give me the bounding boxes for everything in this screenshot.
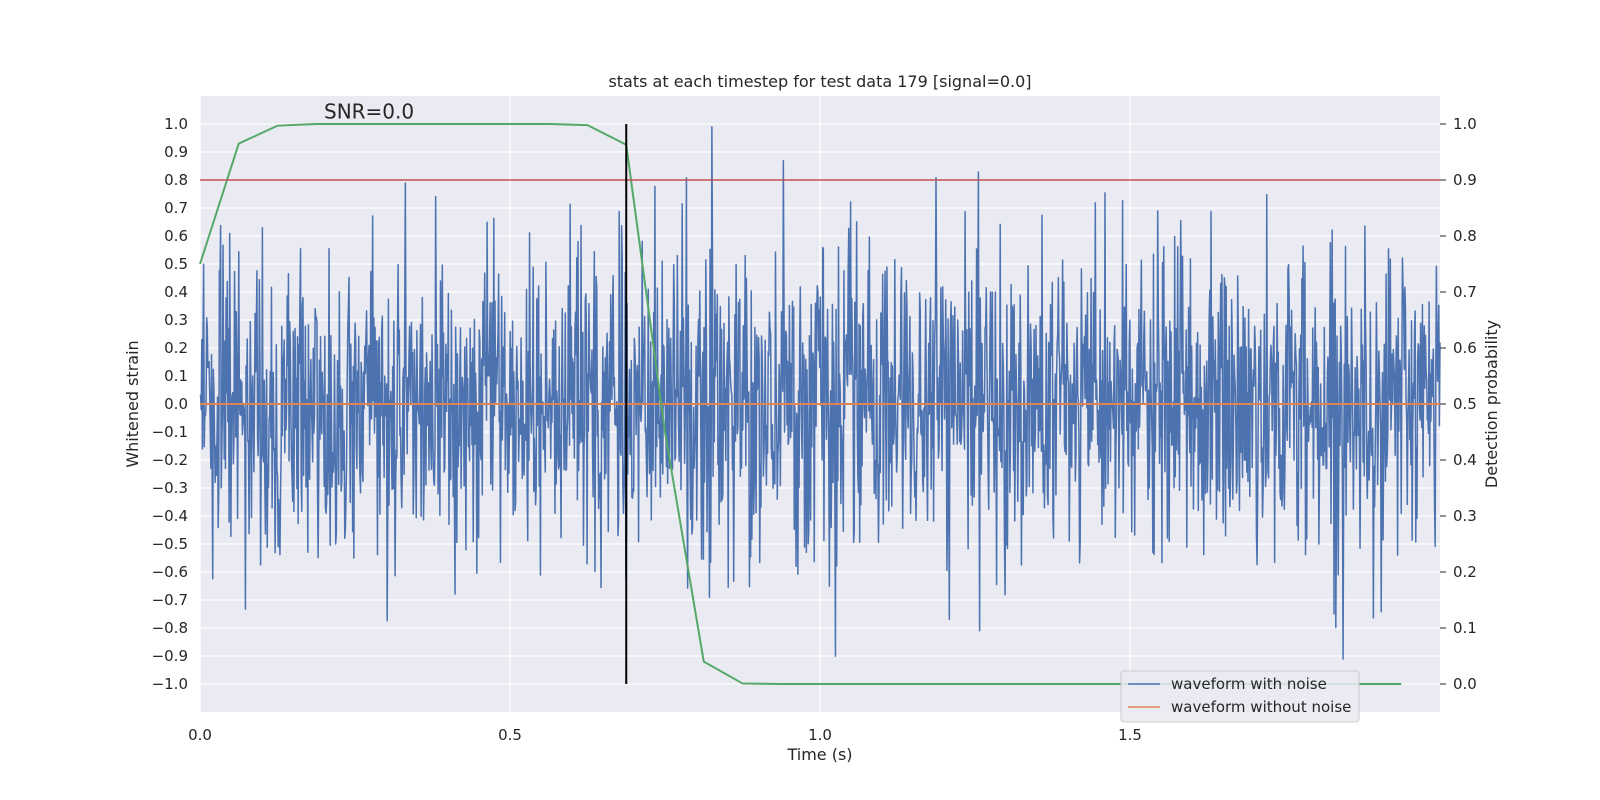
- y-left-tick-label: 0.9: [164, 143, 188, 161]
- y-left-tick-label: 0.3: [164, 311, 188, 329]
- x-tick-label: 0.5: [498, 726, 522, 744]
- y-right-tick-label: 0.6: [1453, 339, 1477, 357]
- x-tick-label: 1.5: [1118, 726, 1142, 744]
- y-left-tick-label: −0.3: [152, 479, 188, 497]
- y-ticks-right: 1.0 0.9 0.8 0.7 0.6 0.5 0.4 0.3 0.2 0.1 0.0: [1440, 115, 1477, 693]
- x-ticks: 0.0 0.5 1.0 1.5: [188, 726, 1142, 744]
- y-left-tick-label: 0.2: [164, 339, 188, 357]
- y-right-tick-label: 0.1: [1453, 619, 1477, 637]
- y-left-tick-label: 0.4: [164, 283, 188, 301]
- x-tick-label: 1.0: [808, 726, 832, 744]
- y-left-tick-label: 1.0: [164, 115, 188, 133]
- y-right-tick-label: 0.2: [1453, 563, 1477, 581]
- snr-annotation: SNR=0.0: [324, 99, 414, 123]
- y-right-tick-label: 0.5: [1453, 395, 1477, 413]
- y-right-tick-label: 0.9: [1453, 171, 1477, 189]
- y-right-tick-label: 1.0: [1453, 115, 1477, 133]
- y-left-tick-label: −0.1: [152, 423, 188, 441]
- x-axis-label: Time (s): [786, 745, 852, 764]
- y-right-tick-label: 0.3: [1453, 507, 1477, 525]
- y-axis-label-left: Whitened strain: [123, 340, 142, 467]
- y-left-tick-label: −1.0: [152, 675, 188, 693]
- y-ticks-left: 1.0 0.9 0.8 0.7 0.6 0.5 0.4 0.3 0.2 0.1 0.0 −0.1 −0.…: [152, 115, 188, 693]
- chart-title: stats at each timestep for test data 179…: [608, 72, 1031, 91]
- y-right-tick-label: 0.7: [1453, 283, 1477, 301]
- y-left-tick-label: −0.4: [152, 507, 188, 525]
- y-left-tick-label: −0.8: [152, 619, 188, 637]
- y-left-tick-label: 0.1: [164, 367, 188, 385]
- y-left-tick-label: 0.7: [164, 199, 188, 217]
- legend-box: [1120, 670, 1360, 723]
- y-left-tick-label: 0.0: [164, 395, 188, 413]
- y-left-tick-label: −0.7: [152, 591, 188, 609]
- y-left-tick-label: 0.6: [164, 227, 188, 245]
- y-left-tick-label: 0.8: [164, 171, 188, 189]
- y-left-tick-label: −0.9: [152, 647, 188, 665]
- legend-label-clean: waveform without noise: [1171, 698, 1351, 716]
- legend-label-noise: waveform with noise: [1171, 675, 1327, 693]
- legend: waveform with noise waveform without noi…: [1120, 670, 1360, 723]
- y-axis-label-right: Detection probability: [1482, 320, 1501, 488]
- y-right-tick-label: 0.0: [1453, 675, 1477, 693]
- y-right-tick-label: 0.4: [1453, 451, 1477, 469]
- y-left-tick-label: −0.6: [152, 563, 188, 581]
- y-right-tick-label: 0.8: [1453, 227, 1477, 245]
- series-waveform-with-noise: [199, 126, 1441, 660]
- y-left-tick-label: 0.5: [164, 255, 188, 273]
- y-left-tick-label: −0.2: [152, 451, 188, 469]
- x-tick-label: 0.0: [188, 726, 212, 744]
- y-left-tick-label: −0.5: [152, 535, 188, 553]
